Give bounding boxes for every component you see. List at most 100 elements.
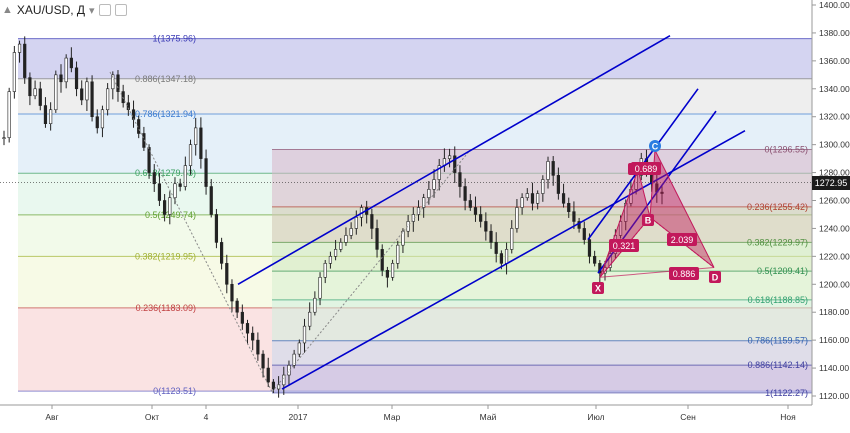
candle-body <box>582 228 586 240</box>
candle-body <box>546 161 550 180</box>
candle-body <box>479 214 483 222</box>
candle-body <box>380 249 384 271</box>
candle-body <box>214 214 219 243</box>
candle-body <box>85 81 89 101</box>
pattern-ratio-label: 0.321 <box>613 241 636 251</box>
x-tick-label: 2017 <box>289 412 308 422</box>
y-axis-bg <box>812 0 850 428</box>
candle-body <box>390 263 395 278</box>
candle-body <box>220 242 224 264</box>
pattern-ratio-box <box>669 267 699 280</box>
candle-body <box>333 249 338 257</box>
chart-header: ▲ XAU/USD, Д ▾ <box>0 0 127 20</box>
candle-body <box>240 311 244 324</box>
fib-left-label: 0.618(1279.53) <box>135 168 196 178</box>
trend-lines <box>0 35 812 393</box>
candle-body <box>608 253 612 268</box>
chevron-down-icon[interactable]: ▾ <box>89 4 95 17</box>
pattern-point-marker <box>592 282 604 294</box>
x-tick-label: Май <box>480 412 497 422</box>
candle-body <box>43 105 48 124</box>
candle-body <box>520 197 524 208</box>
candle-body <box>302 325 307 344</box>
candle-body <box>318 277 322 299</box>
candle-body <box>510 228 514 250</box>
x-tick-label: Авг <box>45 412 58 422</box>
candle-body <box>38 88 42 106</box>
pattern-ratio-label: 2.039 <box>671 235 694 245</box>
y-tick-label: 1140.00 <box>819 363 849 373</box>
x-tick-label: Сен <box>680 412 696 422</box>
candle-body <box>12 52 16 92</box>
candle-body <box>530 193 535 204</box>
fib-right-band <box>272 365 812 393</box>
candle-body <box>199 127 203 159</box>
candle-body <box>256 339 260 355</box>
y-tick-label: 1180.00 <box>819 307 849 317</box>
y-tick-label: 1340.00 <box>819 84 850 94</box>
candle-body <box>432 179 436 190</box>
pattern-xb-line <box>599 216 651 278</box>
candle-body <box>168 197 172 215</box>
candle-body <box>225 263 229 285</box>
candle-body <box>266 367 270 383</box>
candle-body <box>33 88 37 97</box>
fib-right-band <box>272 340 812 366</box>
last-price-tag: 1272.95 <box>812 176 850 190</box>
candle-body <box>178 183 182 187</box>
candle-body <box>660 191 664 194</box>
pattern-point-label: B <box>645 216 652 226</box>
candle-body <box>209 186 213 215</box>
fib-right-label: 0.786(1159.57) <box>748 336 808 346</box>
pattern-point-label: C <box>652 142 659 152</box>
x-tick-label: Июл <box>587 412 604 422</box>
pattern-ratio-label: 0.689 <box>635 164 658 174</box>
candle-body <box>245 323 250 334</box>
y-tick-label: 1260.00 <box>819 196 850 206</box>
candle-body <box>375 228 379 250</box>
fib-right-band <box>272 271 812 300</box>
candle-body <box>183 165 187 187</box>
candle-body <box>587 239 592 257</box>
symbol-toggle-icon[interactable]: ▲ <box>2 4 13 16</box>
hide-icon[interactable] <box>114 4 127 16</box>
candle-body <box>23 43 27 78</box>
candle-body <box>106 88 110 111</box>
fib-right-label: 0.618(1188.85) <box>748 295 808 305</box>
candle-body <box>90 81 94 118</box>
y-tick-label: 1220.00 <box>819 251 850 261</box>
x-tick-label: Окт <box>145 412 159 422</box>
fib-left-label: 0(1123.51) <box>153 386 196 396</box>
candle-body <box>406 221 410 232</box>
candle-body <box>541 179 545 194</box>
candle-body <box>7 91 11 138</box>
y-tick-label: 1300.00 <box>819 140 850 150</box>
fib-left-label: 0.5(1249.74) <box>145 210 196 220</box>
candle-body <box>525 193 529 199</box>
candle-body <box>131 109 136 120</box>
fib-bands <box>18 38 812 394</box>
candle-body <box>49 109 53 124</box>
fib-anchor-line <box>271 149 471 393</box>
candle-body <box>323 263 327 278</box>
candle-body <box>116 74 120 92</box>
y-tick-label: 1320.00 <box>819 112 850 122</box>
candle-body <box>551 161 555 176</box>
fib-left-label: 0.236(1183.09) <box>136 303 196 313</box>
candle-body <box>385 270 390 278</box>
fib-right-label: 0.382(1229.97) <box>747 237 808 247</box>
candle-body <box>194 127 198 145</box>
candle-body <box>126 102 130 111</box>
candle-body <box>28 77 32 97</box>
symbol-title[interactable]: XAU/USD, Д <box>16 3 86 17</box>
candle-body <box>567 202 571 212</box>
candle-body <box>152 172 156 185</box>
y-tick-label: 1120.00 <box>819 391 849 401</box>
candle-body <box>515 207 519 229</box>
settings-icon[interactable] <box>98 4 111 16</box>
fib-left-label: 0.886(1347.18) <box>135 74 196 84</box>
candle-body <box>163 200 167 215</box>
